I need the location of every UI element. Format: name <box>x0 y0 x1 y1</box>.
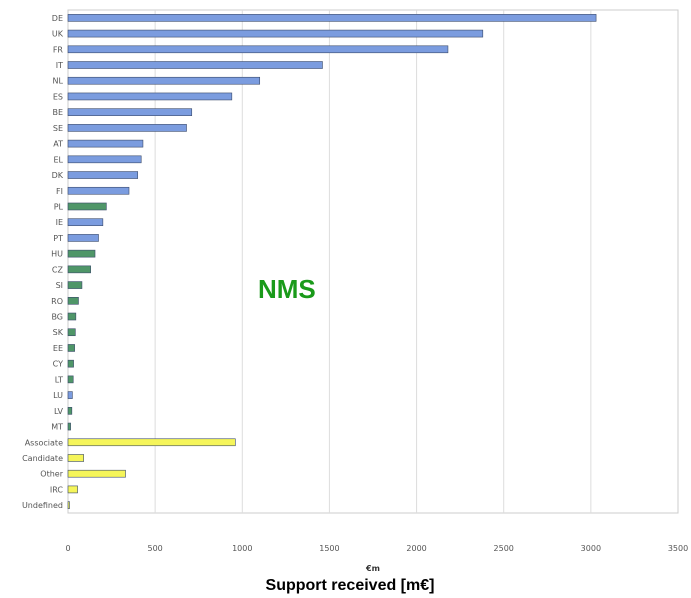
bar-se <box>67 124 187 132</box>
x-tick-label: 2500 <box>494 544 514 553</box>
bar-it <box>67 61 323 69</box>
bar-pl <box>67 202 107 211</box>
y-tick-label: LU <box>53 391 63 400</box>
bars-group <box>67 14 597 509</box>
plot-area <box>67 9 679 514</box>
y-tick-label: EE <box>53 344 63 353</box>
x-unit-label: €m <box>365 564 380 573</box>
y-tick-label: DE <box>52 14 63 23</box>
bar-si <box>67 281 83 289</box>
y-tick-label: FI <box>56 187 63 196</box>
y-tick-label: IE <box>56 218 63 227</box>
bar-cz <box>67 265 91 274</box>
y-tick-label: MT <box>51 423 63 432</box>
bar-mt <box>67 422 71 431</box>
bar-bg <box>67 312 77 321</box>
bar-el <box>67 155 142 164</box>
y-tick-label: CY <box>53 360 63 369</box>
x-tick-label: 3500 <box>668 544 688 553</box>
x-tick-label: 2000 <box>406 544 426 553</box>
bar-fi <box>67 186 130 195</box>
bar-candidate <box>67 454 84 462</box>
bar-other <box>67 469 126 478</box>
bar-pt <box>67 234 99 242</box>
y-tick-label: Candidate <box>22 454 63 463</box>
y-tick-label: IT <box>56 61 63 70</box>
y-tick-label: SK <box>53 328 64 337</box>
y-tick-label: IRC <box>50 485 64 494</box>
y-tick-label: LT <box>55 375 63 384</box>
y-tick-label: RO <box>51 297 63 306</box>
y-tick-label: AT <box>53 140 63 149</box>
y-tick-label: PL <box>54 202 64 211</box>
bar-cy <box>67 359 74 368</box>
y-tick-label: SI <box>56 281 63 290</box>
x-axis-title: Support received [m€] <box>266 577 435 594</box>
gridlines <box>154 10 592 513</box>
bar-be <box>67 108 193 116</box>
bar-associate <box>67 438 236 447</box>
nms-annotation: NMS <box>258 274 316 304</box>
y-tick-label: UK <box>52 30 64 39</box>
y-tick-label: Undefined <box>22 501 63 510</box>
bar-ro <box>67 296 79 305</box>
bar-hu <box>67 249 96 258</box>
y-tick-label: ES <box>53 92 63 101</box>
bar-sk <box>67 328 76 337</box>
y-tick-label: PT <box>53 234 63 243</box>
y-tick-labels: DE UK FR IT NL ES BE SE AT EL DK FI PL IE PT HU CZ SI RO BG… <box>22 14 64 510</box>
y-tick-label: DK <box>52 171 64 180</box>
y-tick-label: FR <box>53 45 64 54</box>
bar-uk <box>67 29 484 38</box>
y-tick-label: BG <box>51 313 63 322</box>
y-tick-label: LV <box>54 407 64 416</box>
bar-at <box>67 139 144 148</box>
bar-lu <box>67 391 73 399</box>
bar-lv <box>67 407 73 415</box>
y-tick-label: Associate <box>25 438 63 447</box>
y-tick-label: HU <box>51 250 63 259</box>
x-tick-label: 1500 <box>319 544 339 553</box>
bar-undefined <box>67 501 70 509</box>
bar-ee <box>67 344 75 352</box>
bar-de <box>67 14 597 22</box>
y-tick-label: EL <box>53 155 63 164</box>
x-tick-labels: 0 500 1000 1500 2000 2500 3000 3500 <box>65 544 688 553</box>
x-tick-label: 3000 <box>581 544 601 553</box>
bar-es <box>67 92 233 101</box>
bar-irc <box>67 485 78 494</box>
bar-ie <box>67 218 104 227</box>
y-tick-label: SE <box>53 124 63 133</box>
bar-dk <box>67 171 139 179</box>
bar-fr <box>67 45 449 54</box>
y-tick-label: NL <box>53 77 64 86</box>
y-tick-label: BE <box>52 108 63 117</box>
bar-nl <box>67 76 261 85</box>
x-tick-label: 0 <box>65 544 70 553</box>
y-tick-label: CZ <box>52 265 64 274</box>
bar-lt <box>67 375 74 384</box>
x-tick-label: 1000 <box>232 544 252 553</box>
x-tick-label: 500 <box>148 544 163 553</box>
y-tick-label: Other <box>40 470 63 479</box>
